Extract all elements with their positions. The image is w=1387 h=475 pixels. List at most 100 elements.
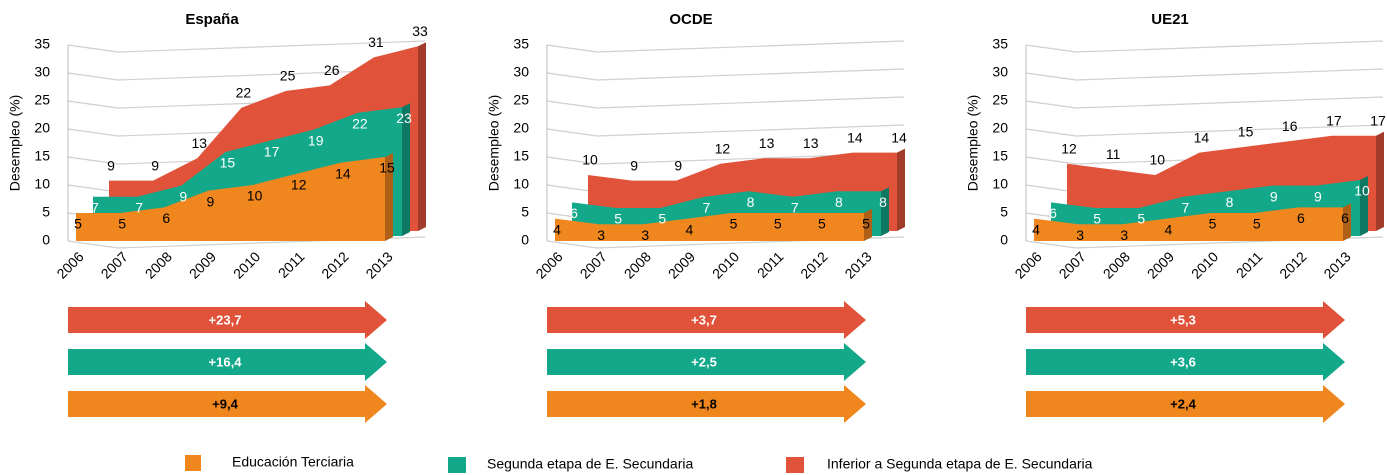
grid-line xyxy=(1025,40,1384,53)
data-label: 8 xyxy=(1226,194,1234,210)
change-label: +2,4 xyxy=(1170,396,1196,411)
grid-line xyxy=(546,68,905,81)
x-tick-label: 2006 xyxy=(53,248,86,281)
area-side xyxy=(881,187,889,236)
grid-line xyxy=(1025,96,1384,109)
data-label: 5 xyxy=(862,216,870,232)
change-arrow xyxy=(1026,343,1345,381)
data-label: 10 xyxy=(1149,152,1165,168)
area-side xyxy=(1376,131,1384,231)
data-label: 6 xyxy=(162,210,170,226)
x-tick-label: 2008 xyxy=(1100,248,1133,281)
grid-line xyxy=(546,152,905,165)
x-tick-label: 2006 xyxy=(532,248,565,281)
x-tick-label: 2011 xyxy=(754,248,787,281)
legend-swatch xyxy=(448,457,466,473)
y-tick-label: 35 xyxy=(513,36,529,52)
data-label: 7 xyxy=(135,200,143,216)
grid-line xyxy=(546,96,905,109)
data-label: 9 xyxy=(1270,188,1278,204)
grid-line xyxy=(546,124,905,137)
chart-title: OCDE xyxy=(669,11,712,28)
data-label: 9 xyxy=(630,157,638,173)
data-label: 6 xyxy=(570,205,578,221)
data-label: 10 xyxy=(1354,183,1370,199)
data-label: 13 xyxy=(191,135,207,151)
area-side xyxy=(402,103,410,236)
data-label: 4 xyxy=(1165,221,1173,237)
y-tick-label: 25 xyxy=(34,92,50,108)
grid-line xyxy=(67,68,426,81)
data-label: 5 xyxy=(1137,211,1145,227)
legend-swatch xyxy=(786,457,804,473)
x-tick-label: 2011 xyxy=(1233,248,1266,281)
x-tick-label: 2010 xyxy=(1188,248,1221,281)
y-tick-label: 30 xyxy=(992,64,1008,80)
change-arrow xyxy=(547,385,866,423)
change-arrow xyxy=(1026,385,1345,423)
y-tick-label: 10 xyxy=(34,176,50,192)
y-tick-label: 20 xyxy=(34,120,50,136)
data-label: 9 xyxy=(151,157,159,173)
x-tick-label: 2007 xyxy=(577,248,610,281)
data-label: 10 xyxy=(582,152,598,168)
x-tick-label: 2013 xyxy=(841,248,874,281)
data-label: 5 xyxy=(658,211,666,227)
x-tick-label: 2012 xyxy=(318,248,351,281)
data-label: 5 xyxy=(774,216,782,232)
data-label: 6 xyxy=(1341,210,1349,226)
y-tick-label: 0 xyxy=(42,232,50,248)
area xyxy=(76,157,385,241)
change-arrow xyxy=(68,385,387,423)
data-label: 9 xyxy=(107,157,115,173)
data-label: 17 xyxy=(1326,113,1342,129)
y-tick-label: 15 xyxy=(34,148,50,164)
y-tick-label: 5 xyxy=(1000,204,1008,220)
data-label: 3 xyxy=(641,227,649,243)
y-tick-label: 25 xyxy=(992,92,1008,108)
area-side xyxy=(418,42,426,232)
x-tick-label: 2006 xyxy=(1011,248,1044,281)
y-axis-label: Desempleo (%) xyxy=(7,95,23,191)
data-label: 14 xyxy=(891,129,907,145)
change-label: +23,7 xyxy=(209,312,242,327)
y-tick-label: 35 xyxy=(992,36,1008,52)
y-tick-label: 20 xyxy=(992,120,1008,136)
legend-label: Segunda etapa de E. Secundaria xyxy=(487,456,693,472)
data-label: 5 xyxy=(74,216,82,232)
grid-line xyxy=(67,40,426,53)
data-label: 5 xyxy=(818,216,826,232)
data-label: 7 xyxy=(91,200,99,216)
data-label: 5 xyxy=(118,216,126,232)
y-tick-label: 30 xyxy=(34,64,50,80)
legend-swatch xyxy=(185,455,201,471)
data-label: 15 xyxy=(220,155,236,171)
y-tick-label: 35 xyxy=(34,36,50,52)
change-label: +9,4 xyxy=(212,396,238,411)
area-side xyxy=(897,148,905,231)
y-tick-label: 0 xyxy=(521,232,529,248)
change-label: +16,4 xyxy=(209,354,243,369)
data-label: 14 xyxy=(335,165,351,181)
area xyxy=(555,213,864,241)
x-tick-label: 2009 xyxy=(1144,248,1177,281)
data-label: 15 xyxy=(1238,124,1254,140)
data-label: 3 xyxy=(1120,227,1128,243)
x-tick-label: 2013 xyxy=(362,248,395,281)
change-label: +2,5 xyxy=(691,354,717,369)
data-label: 12 xyxy=(291,177,307,193)
chart-title: UE21 xyxy=(1151,11,1189,28)
data-label: 8 xyxy=(835,194,843,210)
data-label: 31 xyxy=(368,34,384,50)
area-side xyxy=(1343,203,1351,241)
data-label: 26 xyxy=(324,62,340,78)
data-label: 4 xyxy=(686,221,694,237)
data-label: 22 xyxy=(236,85,252,101)
grid-line xyxy=(546,40,905,53)
data-label: 8 xyxy=(747,194,755,210)
data-label: 22 xyxy=(352,116,368,132)
y-tick-label: 5 xyxy=(521,204,529,220)
data-label: 13 xyxy=(759,135,775,151)
data-label: 7 xyxy=(791,200,799,216)
y-axis-label: Desempleo (%) xyxy=(486,95,502,191)
